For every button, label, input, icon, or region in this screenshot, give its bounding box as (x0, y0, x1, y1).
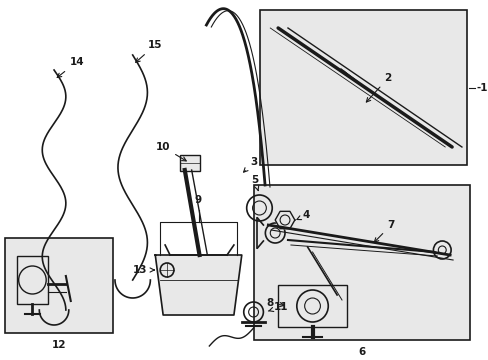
Text: 3: 3 (243, 157, 257, 172)
Bar (180, 155, 199, 171)
Text: 11: 11 (268, 302, 288, 312)
Text: 6: 6 (357, 347, 365, 357)
Bar (17, 256, 48, 304)
Text: 9: 9 (195, 195, 202, 205)
Text: 8: 8 (266, 298, 284, 308)
Text: 12: 12 (52, 340, 66, 350)
Text: 5: 5 (250, 175, 258, 190)
Text: 10: 10 (156, 142, 186, 161)
Text: 13: 13 (133, 265, 154, 275)
Text: -1: -1 (476, 82, 487, 93)
Polygon shape (275, 211, 294, 229)
Bar (278, 285, 346, 327)
Text: 2: 2 (366, 73, 391, 102)
Bar (260, 10, 466, 165)
Bar (5, 238, 113, 333)
Text: 15: 15 (135, 40, 162, 62)
Text: 7: 7 (373, 220, 394, 242)
Text: 4: 4 (296, 210, 310, 220)
Polygon shape (155, 255, 241, 315)
Text: 14: 14 (57, 57, 84, 77)
Bar (253, 185, 469, 340)
